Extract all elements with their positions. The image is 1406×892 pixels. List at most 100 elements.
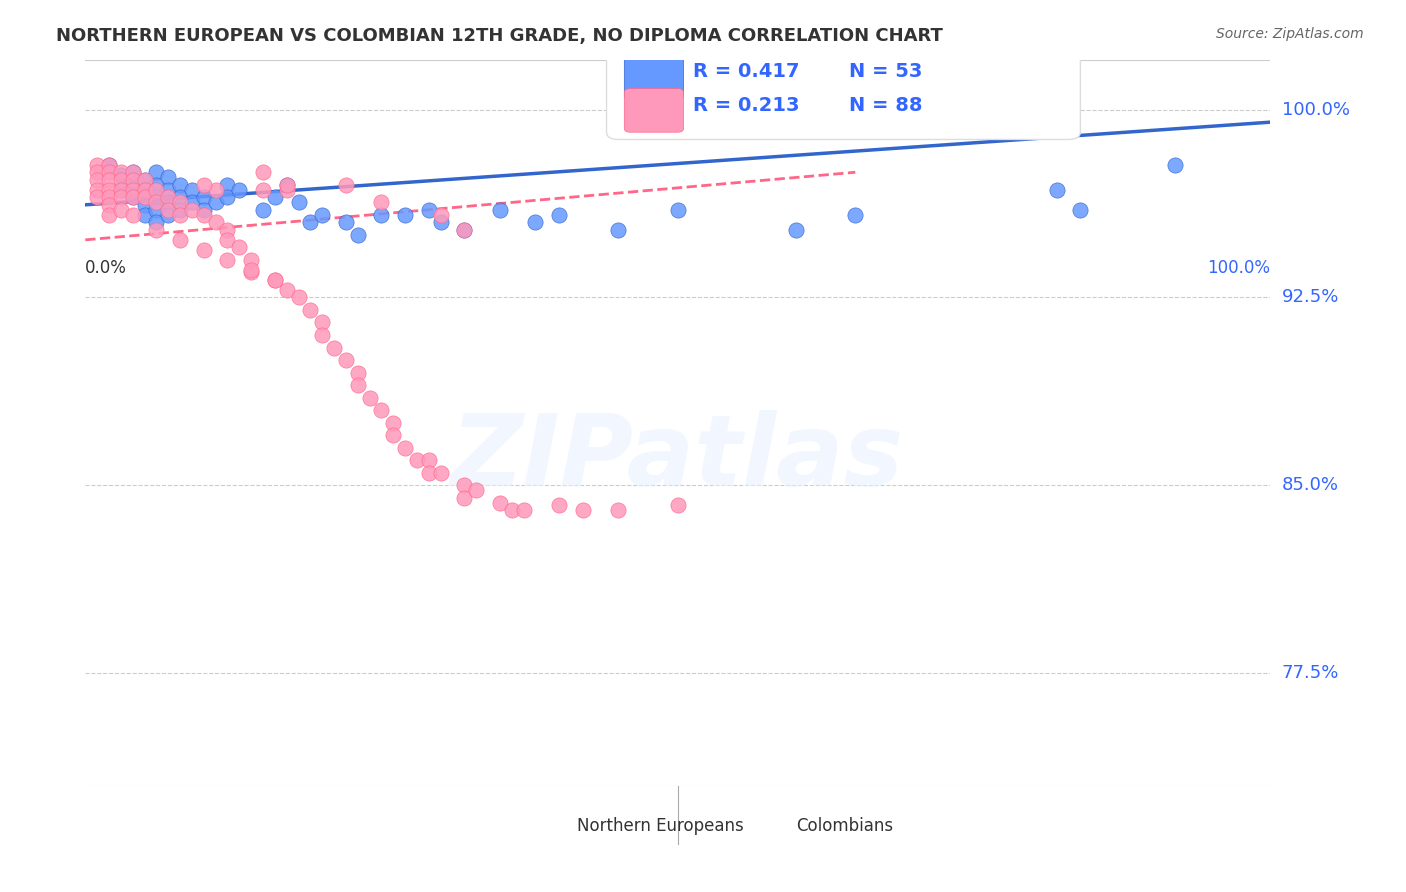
Point [98, 198, 121, 212]
Point [134, 183, 156, 197]
Point [169, 190, 191, 204]
Point [98, 208, 121, 222]
Point [134, 198, 156, 212]
Point [121, 165, 143, 179]
Point [145, 215, 167, 229]
FancyBboxPatch shape [606, 37, 1080, 139]
Point [240, 263, 263, 277]
Point [370, 195, 392, 210]
Point [453, 223, 475, 237]
Point [86, 165, 108, 179]
FancyBboxPatch shape [624, 88, 683, 132]
Text: NORTHERN EUROPEAN VS COLOMBIAN 12TH GRADE, NO DIPLOMA CORRELATION CHART: NORTHERN EUROPEAN VS COLOMBIAN 12TH GRAD… [56, 27, 943, 45]
Point [145, 165, 167, 179]
Point [335, 178, 357, 192]
Point [607, 503, 630, 517]
Point [180, 202, 202, 217]
Point [145, 190, 167, 204]
Point [180, 195, 202, 210]
Point [157, 208, 180, 222]
Point [489, 202, 512, 217]
Point [346, 227, 368, 242]
Point [86, 190, 108, 204]
Text: R = 0.417: R = 0.417 [693, 62, 800, 81]
Point [157, 202, 180, 217]
Text: 85.0%: 85.0% [1282, 476, 1339, 494]
Point [311, 208, 333, 222]
Text: 0.0%: 0.0% [86, 260, 127, 277]
Point [548, 208, 571, 222]
Point [193, 208, 215, 222]
Point [370, 403, 392, 417]
Point [228, 240, 250, 254]
FancyBboxPatch shape [531, 813, 575, 838]
Point [287, 195, 309, 210]
Point [240, 265, 263, 279]
Point [217, 233, 239, 247]
Text: 100.0%: 100.0% [1282, 101, 1350, 119]
Point [263, 273, 285, 287]
Point [418, 202, 440, 217]
Point [1046, 183, 1069, 197]
Point [121, 183, 143, 197]
Point [157, 183, 180, 197]
Point [453, 491, 475, 505]
Point [346, 366, 368, 380]
Text: ZIPatlas: ZIPatlas [451, 410, 904, 508]
Point [548, 498, 571, 512]
Point [311, 316, 333, 330]
Point [418, 453, 440, 467]
Point [418, 466, 440, 480]
Point [98, 183, 121, 197]
Point [217, 223, 239, 237]
Point [217, 178, 239, 192]
Point [1164, 158, 1187, 172]
Point [145, 178, 167, 192]
Point [465, 483, 488, 498]
Point [370, 208, 392, 222]
Point [335, 215, 357, 229]
Text: 100.0%: 100.0% [1206, 260, 1270, 277]
Point [429, 208, 451, 222]
Point [157, 170, 180, 185]
Point [287, 290, 309, 304]
Point [382, 416, 405, 430]
Point [346, 378, 368, 392]
Point [110, 183, 132, 197]
Point [501, 503, 523, 517]
Point [86, 183, 108, 197]
Text: N = 88: N = 88 [849, 95, 922, 115]
Text: 92.5%: 92.5% [1282, 288, 1339, 307]
Point [98, 173, 121, 187]
Point [263, 190, 285, 204]
Point [193, 178, 215, 192]
Point [276, 183, 298, 197]
Point [785, 223, 807, 237]
Point [121, 178, 143, 192]
Point [145, 183, 167, 197]
Point [169, 233, 191, 247]
Point [193, 202, 215, 217]
Point [429, 466, 451, 480]
Point [276, 178, 298, 192]
Point [157, 190, 180, 204]
Point [204, 195, 226, 210]
Point [252, 202, 274, 217]
Point [240, 252, 263, 267]
Point [429, 215, 451, 229]
Point [844, 208, 866, 222]
Point [311, 328, 333, 343]
Point [180, 183, 202, 197]
Point [193, 190, 215, 204]
Point [666, 498, 689, 512]
Point [86, 173, 108, 187]
Point [110, 165, 132, 179]
Point [134, 173, 156, 187]
Point [110, 190, 132, 204]
Point [276, 178, 298, 192]
Point [110, 202, 132, 217]
Text: 77.5%: 77.5% [1282, 664, 1339, 682]
Point [453, 478, 475, 492]
Text: N = 53: N = 53 [849, 62, 922, 81]
Point [217, 190, 239, 204]
